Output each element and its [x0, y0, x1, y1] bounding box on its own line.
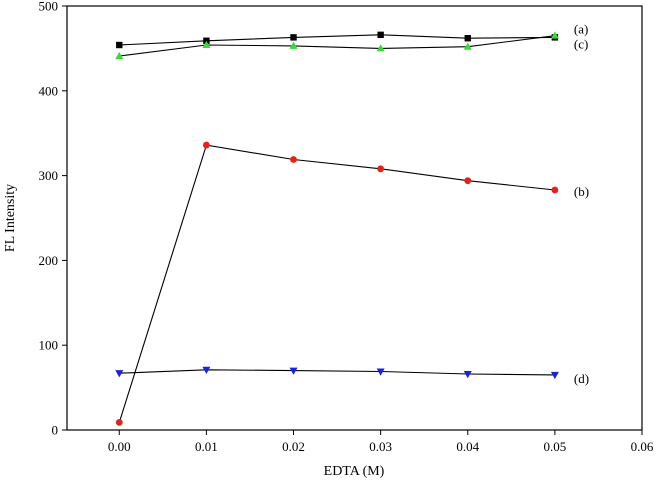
data-point-triangle — [202, 366, 211, 374]
y-tick-label: 200 — [39, 253, 59, 268]
y-tick-label: 300 — [39, 168, 59, 183]
series-label: (b) — [574, 184, 589, 199]
x-tick-label: 0.03 — [369, 439, 392, 454]
y-tick-label: 0 — [52, 423, 59, 438]
x-tick-label: 0.02 — [282, 439, 305, 454]
data-point-circle — [290, 156, 297, 163]
series-label: (d) — [574, 371, 589, 386]
series-line — [118, 144, 555, 423]
series-label: (a) — [574, 21, 588, 36]
series-line — [119, 35, 555, 57]
x-axis-ticks: 0.00 0.01 0.02 0.03 0.04 0.05 0.06 — [108, 430, 654, 454]
x-tick-label: 0.01 — [195, 439, 218, 454]
data-point-circle — [115, 418, 123, 426]
data-point-circle — [464, 177, 472, 185]
data-point-triangle — [376, 44, 385, 52]
data-point-circle — [377, 165, 385, 173]
series-line — [119, 34, 555, 46]
data-point-triangle — [202, 40, 211, 49]
x-tick-label: 0.04 — [456, 439, 479, 454]
series-labels: (a)(c) (b) (d) — [574, 21, 589, 386]
x-tick-label: 0.00 — [108, 439, 131, 454]
series-label: (c) — [574, 37, 588, 52]
data-point-triangle — [376, 368, 385, 376]
series-lines — [118, 34, 555, 423]
data-point-square — [116, 41, 123, 49]
data-point-triangle — [550, 31, 559, 39]
data-point-square — [290, 34, 297, 41]
series-line — [119, 369, 555, 376]
data-point-triangle — [115, 51, 124, 60]
plot-frame — [66, 5, 643, 431]
data-point-circle — [202, 141, 210, 149]
y-axis-label: FL Intensity — [3, 184, 18, 252]
data-point-square — [377, 31, 384, 39]
data-point-triangle — [289, 41, 298, 49]
data-point-square — [203, 37, 210, 44]
data-point-triangle — [463, 371, 472, 379]
x-axis-label: EDTA (M) — [324, 464, 385, 479]
y-tick-label: 400 — [39, 83, 59, 98]
data-point-triangle — [463, 42, 472, 50]
x-tick-label: 0.05 — [544, 439, 567, 454]
y-tick-label: 500 — [39, 0, 59, 14]
series-markers — [115, 31, 559, 426]
data-point-triangle — [289, 367, 298, 375]
x-tick-label: 0.06 — [631, 439, 654, 454]
data-point-triangle — [550, 371, 559, 380]
data-point-triangle — [115, 370, 124, 378]
data-point-circle — [551, 186, 559, 194]
y-axis-ticks: 0 100 200 300 400 500 — [39, 0, 67, 438]
data-point-square — [464, 35, 471, 42]
y-tick-label: 100 — [39, 338, 59, 353]
